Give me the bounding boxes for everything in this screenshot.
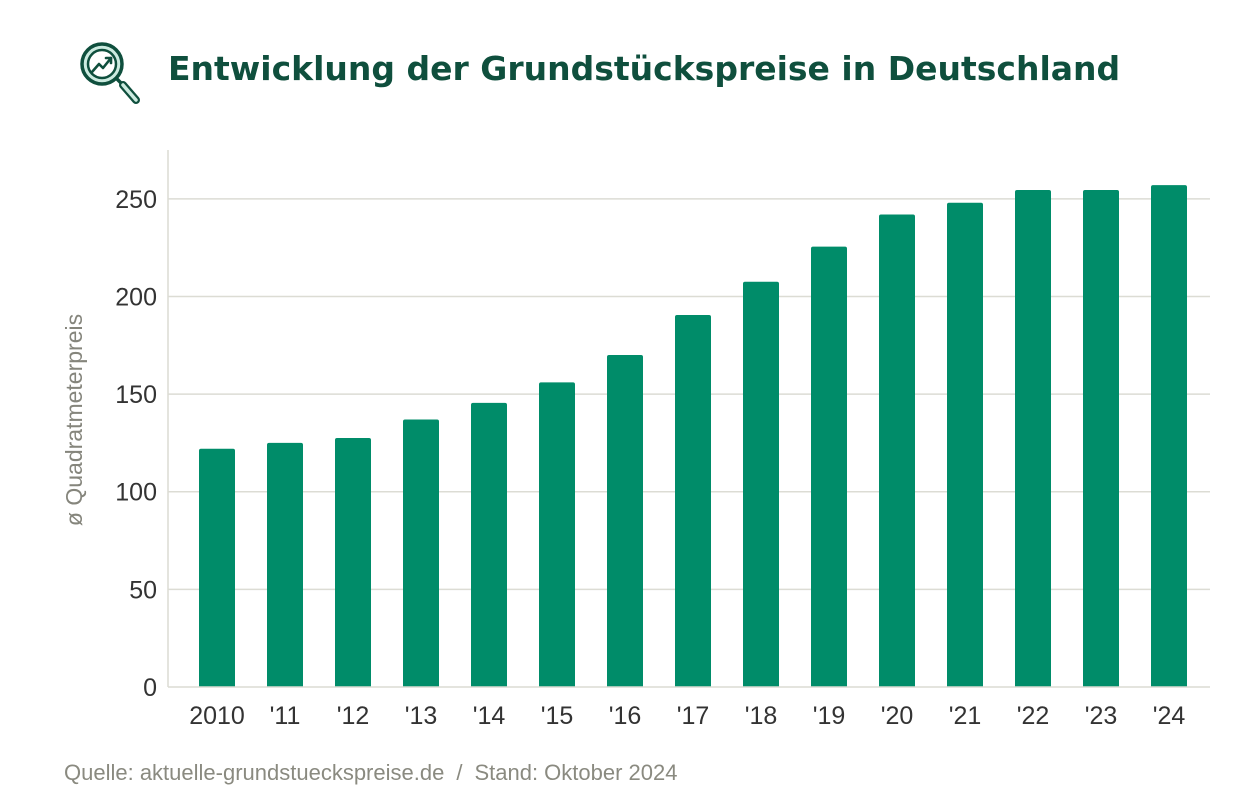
bar-19 (811, 246, 847, 687)
x-tick-label: '24 (1153, 702, 1186, 730)
y-tick-label: 150 (115, 381, 157, 409)
bar-17 (675, 315, 711, 687)
source-note: Quelle: aktuelle-grundstueckspreise.de (64, 760, 445, 785)
x-tick-label: '21 (949, 702, 982, 730)
chart-footer: Quelle: aktuelle-grundstueckspreise.de / S… (64, 760, 677, 786)
bar-2010 (199, 448, 235, 687)
chart-title: Entwicklung der Grundstückspreise in Deu… (168, 48, 1121, 88)
magnifier-trend-icon (80, 42, 140, 104)
date-note: Stand: Oktober 2024 (474, 760, 678, 785)
bar-11 (267, 442, 303, 687)
footer-separator: / (456, 760, 463, 785)
x-tick-label: '19 (813, 702, 846, 730)
bar-18 (743, 281, 779, 687)
x-tick-label: '16 (609, 702, 642, 730)
bar-16 (607, 355, 643, 687)
bar-22 (1015, 190, 1051, 687)
x-tick-label: 2010 (189, 702, 245, 730)
y-tick-label: 200 (115, 283, 157, 311)
y-axis-title: ø Quadratmeterpreis (61, 314, 87, 526)
bar-15 (539, 382, 575, 687)
x-tick-label: '12 (337, 702, 370, 730)
y-tick-label: 100 (115, 479, 157, 507)
x-tick-label: '14 (473, 702, 506, 730)
x-tick-label: '23 (1085, 702, 1118, 730)
y-tick-label: 0 (143, 674, 157, 702)
bar-21 (947, 202, 983, 687)
bar-24 (1151, 185, 1187, 687)
bar-20 (879, 214, 915, 687)
chart-header: Entwicklung der Grundstückspreise in Deu… (78, 34, 1120, 114)
x-tick-label: '15 (541, 702, 574, 730)
y-tick-label: 50 (129, 576, 157, 604)
bars (199, 185, 1187, 687)
y-tick-label: 250 (115, 186, 157, 214)
x-tick-label: '18 (745, 702, 778, 730)
x-tick-label: '22 (1017, 702, 1050, 730)
axes: 0 50 100 150 200 250 2010 '11 '12 '13 '14 '15 '16 '17… (115, 150, 1210, 730)
x-tick-label: '11 (270, 702, 301, 730)
x-tick-label: '20 (881, 702, 914, 730)
bar-14 (471, 402, 507, 687)
bar-13 (403, 419, 439, 687)
x-tick-label: '13 (405, 702, 438, 730)
bar-23 (1083, 190, 1119, 687)
x-tick-label: '17 (677, 702, 710, 730)
bar-12 (335, 438, 371, 687)
